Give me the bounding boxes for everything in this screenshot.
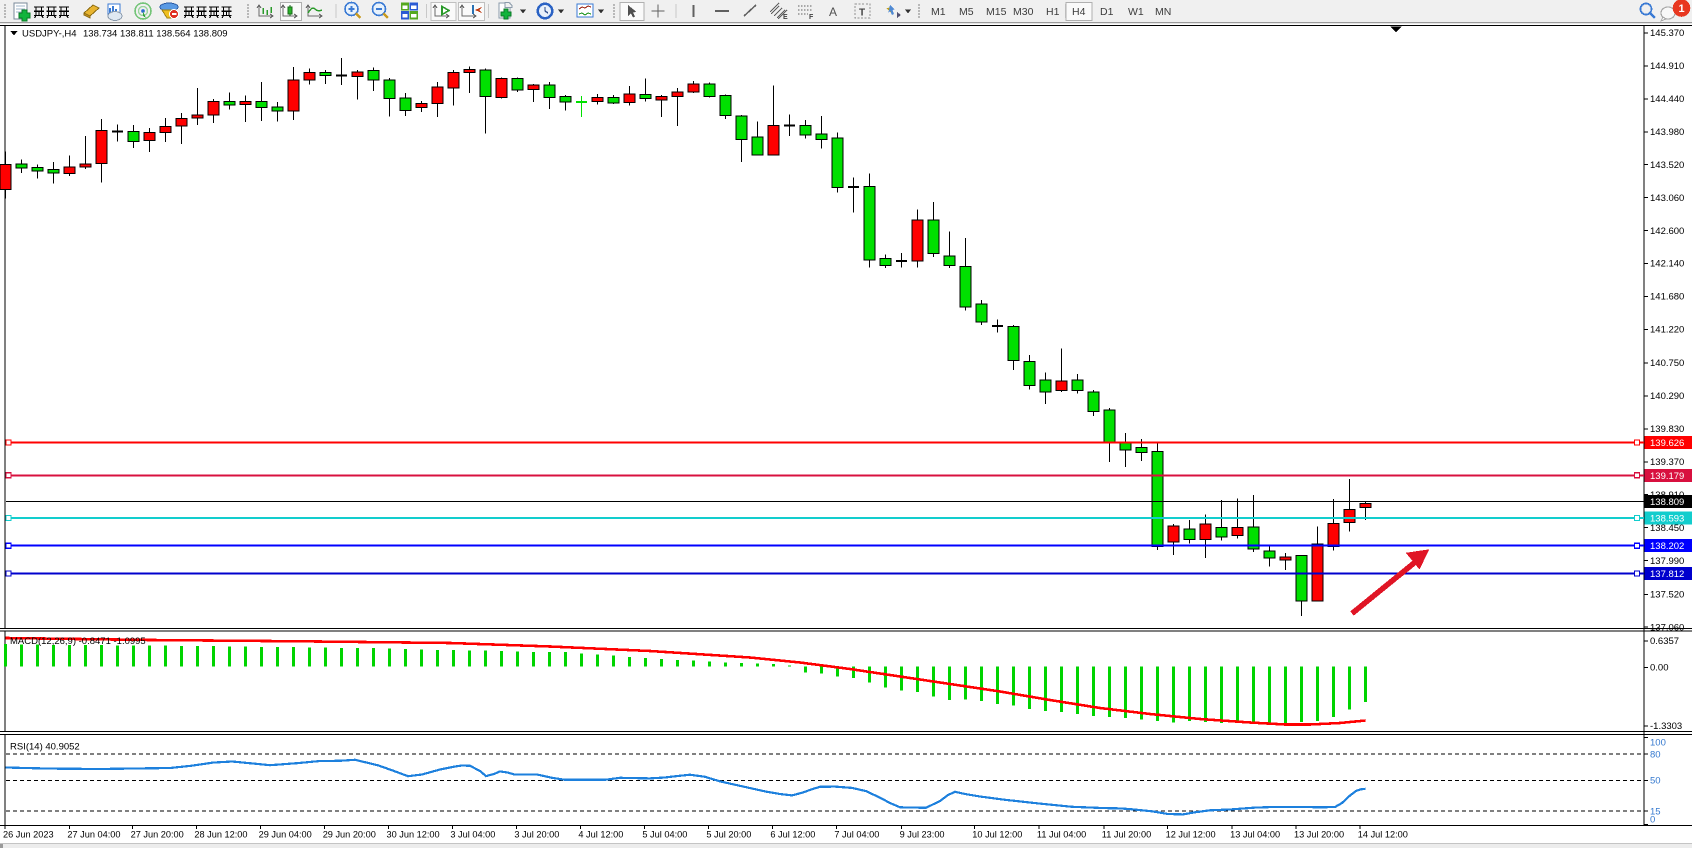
svg-text:6 Jul 12:00: 6 Jul 12:00 <box>770 830 815 840</box>
svg-text:14 Jul 12:00: 14 Jul 12:00 <box>1358 830 1408 840</box>
svg-text:3 Jul 04:00: 3 Jul 04:00 <box>450 830 495 840</box>
svg-text:W1: W1 <box>1128 6 1144 18</box>
svg-text:A: A <box>829 5 837 19</box>
svg-text:138.202: 138.202 <box>1650 541 1684 552</box>
svg-text:M5: M5 <box>959 6 974 18</box>
svg-text:27 Jun 04:00: 27 Jun 04:00 <box>67 830 120 840</box>
svg-text:27 Jun 20:00: 27 Jun 20:00 <box>131 830 184 840</box>
svg-text:M30: M30 <box>1013 6 1034 18</box>
svg-text:143.980: 143.980 <box>1650 127 1684 138</box>
svg-text:30 Jun 12:00: 30 Jun 12:00 <box>387 830 440 840</box>
svg-text:0.00: 0.00 <box>1650 663 1669 674</box>
svg-text:RSI(14) 40.9052: RSI(14) 40.9052 <box>10 742 80 753</box>
svg-text:137.060: 137.060 <box>1650 622 1684 633</box>
svg-text:0: 0 <box>1650 815 1655 826</box>
svg-text:140.290: 140.290 <box>1650 391 1684 402</box>
svg-text:139.830: 139.830 <box>1650 424 1684 435</box>
svg-text:5 Jul 20:00: 5 Jul 20:00 <box>706 830 751 840</box>
svg-text:139.370: 139.370 <box>1650 457 1684 468</box>
svg-text:USDJPY-,H4: USDJPY-,H4 <box>22 29 77 40</box>
svg-text:11 Jul 20:00: 11 Jul 20:00 <box>1102 830 1151 840</box>
svg-text:138.809: 138.809 <box>1650 497 1684 508</box>
svg-text:137.520: 137.520 <box>1650 590 1684 601</box>
svg-text:12 Jul 12:00: 12 Jul 12:00 <box>1166 830 1216 840</box>
svg-text:H4: H4 <box>1072 6 1086 18</box>
svg-text:10 Jul 12:00: 10 Jul 12:00 <box>972 830 1022 840</box>
svg-text:144.910: 144.910 <box>1650 61 1684 72</box>
svg-text:141.680: 141.680 <box>1650 292 1684 303</box>
svg-text:144.440: 144.440 <box>1650 94 1684 105</box>
svg-text:142.140: 142.140 <box>1650 259 1684 270</box>
svg-text:M1: M1 <box>931 6 946 18</box>
svg-text:-1.3303: -1.3303 <box>1650 721 1682 732</box>
svg-text:E: E <box>783 14 788 21</box>
svg-text:4 Jul 12:00: 4 Jul 12:00 <box>578 830 623 840</box>
svg-text:143.060: 143.060 <box>1650 193 1684 204</box>
svg-text:D1: D1 <box>1100 6 1114 18</box>
svg-text:142.600: 142.600 <box>1650 226 1684 237</box>
svg-text:T: T <box>859 8 865 19</box>
svg-text:139.179: 139.179 <box>1650 471 1684 482</box>
svg-text:MN: MN <box>1155 6 1171 18</box>
svg-text:15: 15 <box>1650 806 1661 817</box>
svg-text:138.450: 138.450 <box>1650 523 1684 534</box>
svg-text:143.520: 143.520 <box>1650 160 1684 171</box>
svg-text:145.370: 145.370 <box>1650 28 1684 39</box>
svg-text:13 Jul 20:00: 13 Jul 20:00 <box>1294 830 1344 840</box>
svg-text:80: 80 <box>1650 749 1661 760</box>
svg-text:13 Jul 04:00: 13 Jul 04:00 <box>1230 830 1280 840</box>
svg-text:H1: H1 <box>1046 6 1060 18</box>
svg-text:50: 50 <box>1650 776 1661 787</box>
svg-text:26 Jun 2023: 26 Jun 2023 <box>3 830 54 840</box>
svg-text:100: 100 <box>1650 738 1666 749</box>
svg-text:138.734 138.811 138.564 138.80: 138.734 138.811 138.564 138.809 <box>83 29 228 40</box>
svg-text:137.812: 137.812 <box>1650 569 1684 580</box>
svg-text:141.220: 141.220 <box>1650 325 1684 336</box>
svg-text:139.626: 139.626 <box>1650 438 1684 449</box>
svg-text:1: 1 <box>1678 3 1684 15</box>
svg-text:M15: M15 <box>986 6 1007 18</box>
svg-text:3 Jul 20:00: 3 Jul 20:00 <box>514 830 559 840</box>
svg-text:29 Jun 20:00: 29 Jun 20:00 <box>323 830 376 840</box>
svg-text:140.750: 140.750 <box>1650 358 1684 369</box>
svg-text:11 Jul 04:00: 11 Jul 04:00 <box>1037 830 1086 840</box>
svg-text:29 Jun 04:00: 29 Jun 04:00 <box>259 830 312 840</box>
svg-text:0.6357: 0.6357 <box>1650 636 1679 647</box>
svg-text:7 Jul 04:00: 7 Jul 04:00 <box>834 830 879 840</box>
svg-text:9 Jul 23:00: 9 Jul 23:00 <box>900 830 945 840</box>
svg-text:137.990: 137.990 <box>1650 556 1684 567</box>
svg-text:138.593: 138.593 <box>1650 513 1684 524</box>
svg-text:F: F <box>809 14 814 21</box>
svg-text:28 Jun 12:00: 28 Jun 12:00 <box>194 830 247 840</box>
svg-text:MACD(12,26,9) -0.8471 -1.0995: MACD(12,26,9) -0.8471 -1.0995 <box>10 636 146 647</box>
svg-text:5 Jul 04:00: 5 Jul 04:00 <box>642 830 687 840</box>
